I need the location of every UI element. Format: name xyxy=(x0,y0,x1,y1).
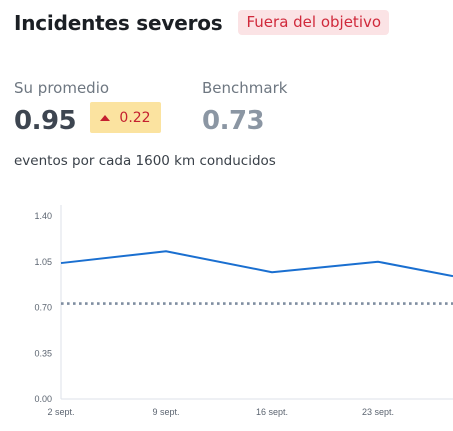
x-tick-label: 23 sept. xyxy=(362,407,394,417)
x-tick-label: 2 sept. xyxy=(47,407,74,417)
average-label: Su promedio xyxy=(14,79,110,97)
y-tick-label: 0.70 xyxy=(34,303,52,313)
x-tick-label: 16 sept. xyxy=(256,407,288,417)
x-tick-labels: 2 sept. 9 sept. 16 sept. 23 sept. xyxy=(47,407,394,417)
y-tick-label: 1.05 xyxy=(34,257,52,267)
y-tick-label: 0.00 xyxy=(34,394,52,404)
unit-note: eventos por cada 1600 km conducidos xyxy=(14,153,276,169)
series-points xyxy=(60,251,453,277)
header: Incidentes severos Fuera del objetivo xyxy=(14,10,390,35)
x-tick-label: 9 sept. xyxy=(152,407,179,417)
delta-badge: 0.22 xyxy=(90,102,161,133)
status-badge: Fuera del objetivo xyxy=(238,10,390,35)
delta-value: 0.22 xyxy=(119,109,151,126)
y-tick-label: 1.40 xyxy=(34,211,52,221)
arrow-up-icon xyxy=(100,114,111,121)
y-tick-label: 0.35 xyxy=(34,348,52,358)
series-line xyxy=(60,250,453,278)
y-tick-labels: 1.40 1.05 0.70 0.35 0.00 xyxy=(34,211,52,404)
average-value: 0.95 xyxy=(14,106,77,136)
benchmark-label: Benchmark xyxy=(202,79,288,97)
benchmark-value: 0.73 xyxy=(202,106,265,136)
chart-axes xyxy=(60,205,453,400)
page-title: Incidentes severos xyxy=(14,10,223,35)
line-chart: 1.40 1.05 0.70 0.35 0.00 2 sept. 9 sept. 16 se… xyxy=(34,205,453,417)
